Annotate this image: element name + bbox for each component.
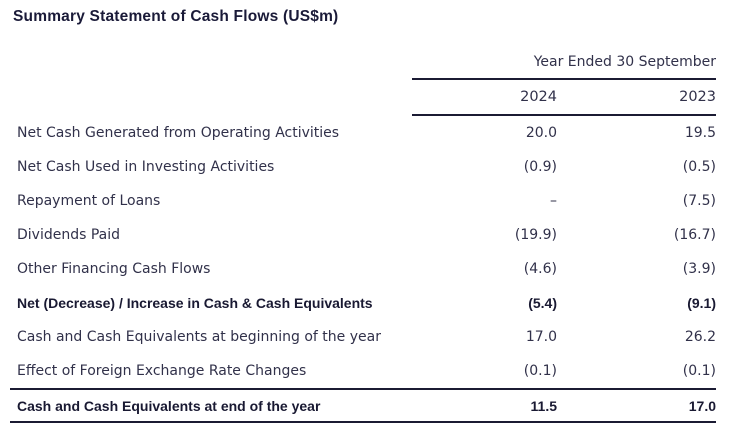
table-row: Net (Decrease) / Increase in Cash & Cash… bbox=[10, 286, 716, 320]
row-label: Net Cash Generated from Operating Activi… bbox=[17, 125, 340, 141]
row-label: Cash and Cash Equivalents at end of the … bbox=[17, 397, 321, 414]
row-label: Other Financing Cash Flows bbox=[17, 261, 211, 277]
table-row: Repayment of Loans – (7.5) bbox=[10, 184, 716, 218]
value-2023: (3.9) bbox=[682, 261, 716, 277]
value-2024: (0.9) bbox=[523, 159, 557, 175]
table-row: Other Financing Cash Flows (4.6) (3.9) bbox=[10, 252, 716, 286]
cash-flow-table: Year Ended 30 September 2024 2023 Net Ca… bbox=[10, 54, 716, 423]
value-2023: 26.2 bbox=[684, 329, 716, 345]
value-2023: (16.7) bbox=[673, 227, 716, 243]
value-2024: 11.5 bbox=[530, 397, 557, 414]
row-label: Net (Decrease) / Increase in Cash & Cash… bbox=[17, 295, 373, 311]
value-2023: 19.5 bbox=[684, 125, 716, 141]
column-header-2023: 2023 bbox=[679, 89, 716, 105]
value-2024: (5.4) bbox=[528, 295, 557, 311]
table-body: Net Cash Generated from Operating Activi… bbox=[10, 116, 716, 388]
row-label: Repayment of Loans bbox=[17, 193, 161, 209]
total-rule-bottom bbox=[10, 421, 716, 423]
table-row-total: Cash and Cash Equivalents at end of the … bbox=[10, 390, 716, 421]
table-row: Effect of Foreign Exchange Rate Changes … bbox=[10, 354, 716, 388]
value-2023: 17.0 bbox=[688, 397, 716, 414]
value-2024: 17.0 bbox=[525, 329, 557, 345]
table-row: Net Cash Used in Investing Activities (0… bbox=[10, 150, 716, 184]
table-row: Cash and Cash Equivalents at beginning o… bbox=[10, 320, 716, 354]
value-2024: 20.0 bbox=[525, 125, 557, 141]
value-2023: (9.1) bbox=[687, 295, 716, 311]
value-2024: (0.1) bbox=[523, 363, 557, 379]
header-rule-top bbox=[412, 78, 716, 80]
row-label: Effect of Foreign Exchange Rate Changes bbox=[17, 363, 307, 379]
value-2024: – bbox=[550, 193, 557, 209]
value-2023: (0.5) bbox=[682, 159, 716, 175]
column-header-2024: 2024 bbox=[520, 89, 557, 105]
page-title: Summary Statement of Cash Flows (US$m) bbox=[13, 8, 339, 25]
value-2024: (4.6) bbox=[523, 261, 557, 277]
header-rule-bottom bbox=[412, 114, 716, 116]
value-2024: (19.9) bbox=[514, 227, 557, 243]
total-rule-top bbox=[10, 388, 716, 390]
year-columns-header: 2024 2023 bbox=[412, 80, 716, 114]
row-label: Cash and Cash Equivalents at beginning o… bbox=[17, 329, 381, 345]
value-2023: (0.1) bbox=[682, 363, 716, 379]
row-label: Net Cash Used in Investing Activities bbox=[17, 159, 275, 175]
table-row: Net Cash Generated from Operating Activi… bbox=[10, 116, 716, 150]
period-header: Year Ended 30 September bbox=[533, 54, 716, 70]
value-2023: (7.5) bbox=[682, 193, 716, 209]
table-row: Dividends Paid (19.9) (16.7) bbox=[10, 218, 716, 252]
row-label: Dividends Paid bbox=[17, 227, 121, 243]
